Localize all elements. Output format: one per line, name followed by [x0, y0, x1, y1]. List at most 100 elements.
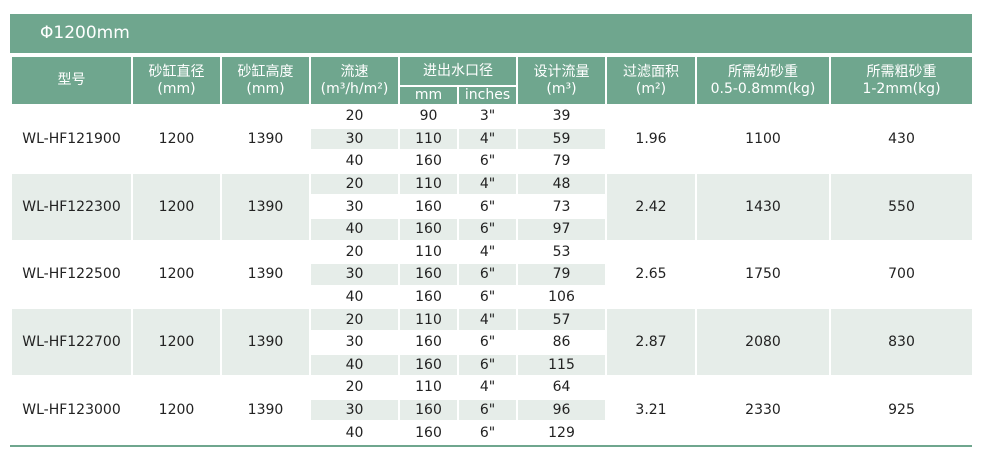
velocity-cell: 20 [309, 104, 400, 129]
flow-cell: 53 [516, 239, 607, 265]
port-mm-cell: 160 [398, 262, 459, 287]
header-port: 进出水口径 [398, 55, 518, 87]
velocity-cell: 30 [309, 397, 400, 423]
port-mm-cell: 160 [398, 420, 459, 445]
model-cell: WL-HF121900 [10, 104, 133, 174]
port-mm-cell: 110 [398, 307, 459, 332]
flow-cell: 96 [516, 397, 607, 423]
area-cell: 1.96 [605, 104, 697, 174]
flow-cell: 39 [516, 104, 607, 129]
port-inches-cell: 3" [457, 104, 518, 129]
port-mm-cell: 160 [398, 397, 459, 423]
model-cell: WL-HF122300 [10, 171, 133, 242]
area-cell: 2.65 [605, 239, 697, 310]
fine-sand-cell: 2330 [695, 375, 831, 445]
table-title: Φ1200mm [10, 14, 972, 55]
port-inches-cell: 6" [457, 216, 518, 242]
flow-cell: 115 [516, 352, 607, 378]
header-flow: 设计流量 (m³) [516, 55, 607, 106]
diameter-cell: 1200 [131, 307, 222, 378]
port-inches-cell: 4" [457, 239, 518, 265]
table-row: 40 160 6" 129 [11, 420, 973, 445]
coarse-sand-cell: 830 [829, 307, 974, 378]
port-inches-cell: 6" [457, 352, 518, 378]
port-inches-cell: 6" [457, 194, 518, 219]
port-mm-cell: 110 [398, 126, 459, 152]
port-inches-cell: 6" [457, 397, 518, 423]
flow-cell: 64 [516, 375, 607, 400]
port-mm-cell: 160 [398, 216, 459, 242]
fine-sand-cell: 1750 [695, 239, 831, 310]
header-port-mm: mm [398, 85, 459, 106]
header-diameter: 砂缸直径 (mm) [131, 55, 222, 106]
flow-cell: 57 [516, 307, 607, 332]
velocity-cell: 20 [309, 307, 400, 332]
port-mm-cell: 110 [398, 239, 459, 265]
velocity-cell: 20 [309, 375, 400, 400]
flow-cell: 59 [516, 126, 607, 152]
fine-sand-cell: 2080 [695, 307, 831, 378]
area-cell: 3.21 [605, 375, 697, 445]
model-cell: WL-HF122500 [10, 239, 133, 310]
height-cell: 1390 [220, 171, 311, 242]
flow-cell: 48 [516, 171, 607, 197]
header-port-inches: inches [457, 85, 518, 106]
header-velocity: 流速 (m³/h/m²) [309, 55, 400, 106]
flow-cell: 73 [516, 194, 607, 219]
coarse-sand-cell: 550 [829, 171, 974, 242]
velocity-cell: 30 [309, 262, 400, 287]
table-row: 40 160 6" 97 [11, 216, 973, 242]
flow-cell: 129 [516, 420, 607, 445]
fine-sand-cell: 1430 [695, 171, 831, 242]
table-row: 30 160 6" 73 [11, 194, 973, 219]
header-height: 砂缸高度 (mm) [220, 55, 311, 106]
header-model: 型号 [10, 55, 133, 106]
velocity-cell: 20 [309, 239, 400, 265]
header-coarse-sand: 所需粗砂重 1-2mm(kg) [829, 55, 974, 106]
fine-sand-cell: 1100 [695, 104, 831, 174]
height-cell: 1390 [220, 104, 311, 174]
port-mm-cell: 160 [398, 194, 459, 219]
velocity-cell: 30 [309, 126, 400, 152]
area-cell: 2.87 [605, 307, 697, 378]
velocity-cell: 40 [309, 420, 400, 445]
height-cell: 1390 [220, 239, 311, 310]
table-row: WL-HF122500 1200 1390 20 110 4" 53 2.65 1750 700 [10, 239, 974, 310]
port-mm-cell: 110 [398, 375, 459, 400]
model-cell: WL-HF123000 [10, 375, 133, 445]
flow-cell: 86 [516, 329, 607, 355]
port-inches-cell: 6" [457, 420, 518, 445]
port-inches-cell: 4" [457, 375, 518, 400]
coarse-sand-cell: 700 [829, 239, 974, 310]
port-inches-cell: 4" [457, 307, 518, 332]
flow-cell: 97 [516, 216, 607, 242]
velocity-cell: 40 [309, 149, 400, 174]
port-inches-cell: 6" [457, 329, 518, 355]
header-fine-sand: 所需幼砂重 0.5-0.8mm(kg) [695, 55, 831, 106]
area-cell: 2.42 [605, 171, 697, 242]
table-row: WL-HF121900 1200 1390 20 90 3" 39 1.96 1100 430 [10, 104, 974, 174]
port-inches-cell: 6" [457, 262, 518, 287]
table-row: 30 110 4" 59 [11, 126, 973, 152]
bottom-rule [10, 444, 972, 447]
table-row: 30 160 6" 96 [11, 397, 973, 423]
model-cell: WL-HF122700 [10, 307, 133, 378]
flow-cell: 79 [516, 262, 607, 287]
port-inches-cell: 6" [457, 149, 518, 174]
spec-table: 型号 砂缸直径 (mm) 砂缸高度 (mm) 流速 (m³/h/m²) 进出水口径 设… [10, 55, 974, 445]
table-row: WL-HF122300 1200 1390 20 110 4" 48 2.42 1430 550 [10, 171, 974, 242]
velocity-cell: 20 [309, 171, 400, 197]
flow-cell: 79 [516, 149, 607, 174]
diameter-cell: 1200 [131, 171, 222, 242]
flow-cell: 106 [516, 284, 607, 310]
port-inches-cell: 4" [457, 171, 518, 197]
port-inches-cell: 6" [457, 284, 518, 310]
port-mm-cell: 110 [398, 171, 459, 197]
coarse-sand-cell: 925 [829, 375, 974, 445]
velocity-cell: 30 [309, 329, 400, 355]
port-mm-cell: 90 [398, 104, 459, 129]
coarse-sand-cell: 430 [829, 104, 974, 174]
table-row: WL-HF123000 1200 1390 20 110 4" 64 3.21 2330 925 [10, 375, 974, 445]
spec-table-container: Φ1200mm 型号 砂缸直径 (mm) 砂缸高度 (mm) 流速 (m³/h/m²)… [10, 14, 974, 447]
port-mm-cell: 160 [398, 329, 459, 355]
